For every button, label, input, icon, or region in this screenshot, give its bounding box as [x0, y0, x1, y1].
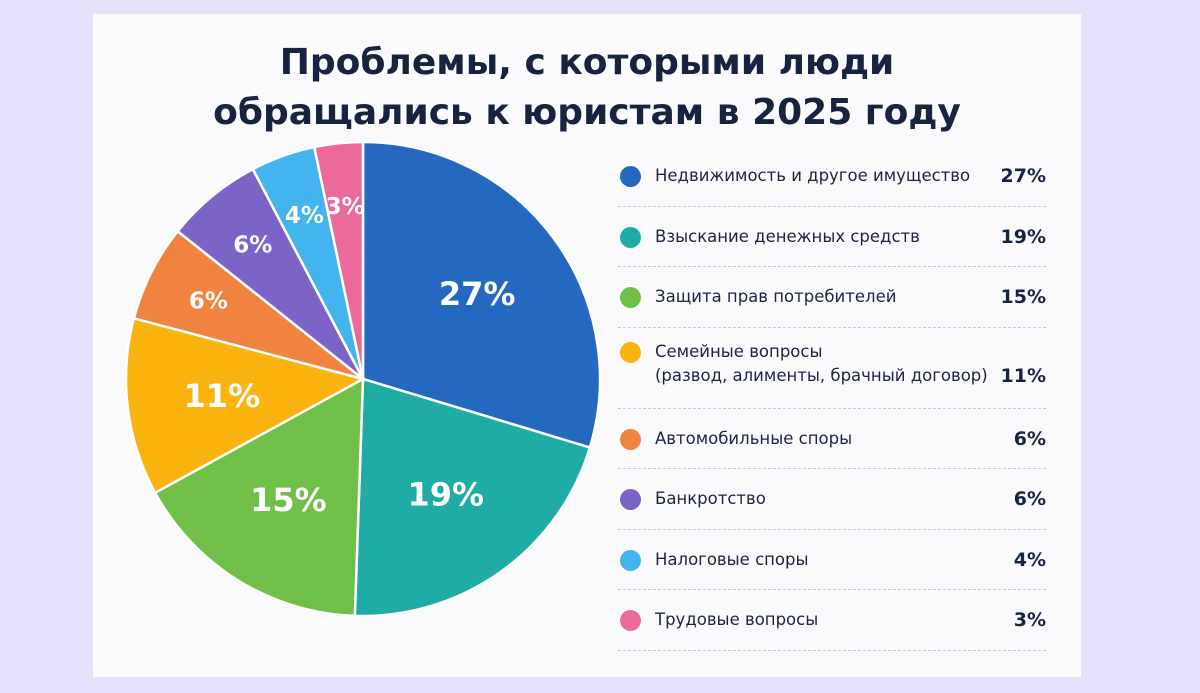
legend-color-swatch	[620, 287, 641, 308]
chart-card: Проблемы, с которыми люди обращались к ю…	[93, 14, 1081, 677]
pie-slice	[313, 140, 365, 381]
legend-color-swatch	[620, 341, 641, 363]
slice-value-label: 6%	[189, 288, 228, 314]
chart-title-line-1: Проблемы, с которыми люди	[279, 42, 895, 83]
legend-item: Защита прав потребителей 15%	[618, 267, 1046, 328]
pie-slice	[361, 140, 602, 449]
legend-color-swatch	[620, 549, 641, 571]
legend-label: Семейные вопросы (развод, алименты, брач…	[655, 341, 988, 385]
legend-value: 15%	[1000, 286, 1046, 308]
legend-label: Трудовые вопросы	[655, 610, 819, 629]
chart-title-line-2: обращались к юристам в 2025 году	[213, 92, 961, 133]
chart-title: Проблемы, с которыми люди обращались к ю…	[93, 38, 1081, 138]
legend-value: 27%	[1000, 165, 1046, 187]
legend-value: 6%	[1013, 488, 1046, 510]
slice-value-label: 27%	[439, 275, 516, 313]
legend-item: Автомобильные споры 6%	[618, 409, 1046, 469]
pie-chart: 27% 19% 15% 11% 6% 6% 4% 3%	[124, 140, 602, 618]
pie-slice	[124, 317, 365, 494]
slice-value-label: 4%	[285, 203, 324, 229]
legend-item: Семейные вопросы (развод, алименты, брач…	[618, 328, 1046, 409]
legend-item: Налоговые споры 4%	[618, 530, 1046, 590]
legend-label: Налоговые споры	[655, 549, 809, 569]
legend-color-swatch	[620, 428, 641, 450]
legend-value: 19%	[1000, 225, 1046, 248]
slice-value-label: 11%	[184, 377, 261, 415]
legend-item: Трудовые вопросы 3%	[618, 590, 1046, 651]
slice-value-label: 15%	[250, 481, 327, 519]
legend-color-swatch	[620, 610, 641, 631]
legend-value: 11%	[1000, 364, 1046, 387]
legend-label: Банкротство	[655, 489, 766, 508]
legend-item: Банкротство 6%	[618, 469, 1046, 530]
pie-slice	[353, 377, 592, 618]
legend-color-swatch	[620, 166, 641, 187]
legend-label: Взыскание денежных средств	[655, 226, 920, 246]
slice-value-label: 6%	[233, 233, 272, 259]
legend-value: 4%	[1013, 548, 1046, 571]
legend-item: Недвижимость и другое имущество 27%	[618, 146, 1046, 207]
legend-label: Защита прав потребителей	[655, 287, 897, 306]
legend-color-swatch	[620, 226, 641, 248]
legend-value: 3%	[1013, 609, 1046, 631]
legend-value: 6%	[1013, 427, 1046, 450]
chart-legend: Недвижимость и другое имущество 27% Взыска…	[618, 146, 1046, 651]
legend-label: Автомобильные споры	[655, 428, 853, 448]
slice-value-label: 3%	[326, 194, 365, 220]
legend-item: Взыскание денежных средств 19%	[618, 207, 1046, 267]
pie-slice	[153, 377, 365, 618]
slice-value-label: 19%	[407, 476, 484, 514]
legend-color-swatch	[620, 489, 641, 510]
legend-label: Недвижимость и другое имущество	[655, 166, 971, 185]
